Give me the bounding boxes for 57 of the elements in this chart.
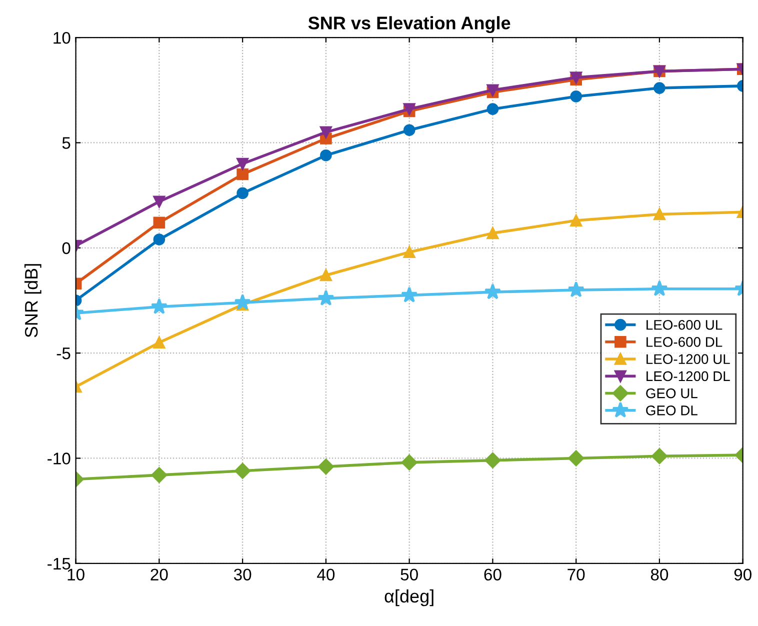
y-axis-title: SNR [dB] bbox=[24, 264, 42, 338]
point bbox=[486, 103, 499, 115]
point bbox=[153, 336, 166, 348]
y-tick-label: -15 bbox=[48, 558, 70, 570]
point bbox=[568, 450, 584, 466]
point bbox=[568, 281, 584, 298]
x-tick-label: 30 bbox=[234, 568, 252, 581]
point bbox=[150, 298, 168, 314]
x-tick-label: 90 bbox=[734, 568, 752, 581]
point bbox=[153, 196, 166, 208]
point bbox=[236, 168, 248, 180]
x-tick-label: 70 bbox=[568, 568, 585, 581]
point bbox=[654, 208, 666, 220]
x-tick-label: 80 bbox=[650, 568, 668, 581]
point bbox=[486, 227, 499, 240]
x-tick-label: 50 bbox=[400, 568, 418, 581]
y-tick-label: -10 bbox=[48, 452, 70, 464]
point bbox=[484, 283, 502, 300]
chart-title: SNR vs Elevation Angle bbox=[308, 16, 510, 34]
point bbox=[403, 124, 416, 136]
point bbox=[570, 214, 582, 226]
y-tick-label: -5 bbox=[56, 348, 70, 360]
point bbox=[318, 458, 334, 475]
point bbox=[403, 103, 416, 115]
x-tick-label: 40 bbox=[317, 568, 335, 581]
x-tick-label: 60 bbox=[484, 568, 502, 581]
point bbox=[570, 90, 582, 102]
point bbox=[318, 290, 334, 306]
point bbox=[234, 462, 250, 479]
legend-label: LEO-600 DL bbox=[646, 337, 722, 347]
point bbox=[652, 448, 668, 464]
y-tick-label: 0 bbox=[62, 242, 70, 254]
point bbox=[403, 246, 416, 258]
point bbox=[654, 82, 666, 94]
point bbox=[320, 126, 332, 138]
point bbox=[234, 294, 251, 310]
point bbox=[401, 286, 418, 302]
y-tick-label: 5 bbox=[62, 137, 70, 149]
point bbox=[153, 234, 166, 246]
legend-label: GEO UL bbox=[646, 388, 698, 398]
point bbox=[484, 452, 501, 468]
point bbox=[236, 187, 248, 200]
point bbox=[320, 269, 332, 282]
legend-label: LEO-1200 DL bbox=[646, 371, 730, 382]
point bbox=[401, 454, 418, 470]
x-tick-label: 20 bbox=[150, 568, 168, 581]
point bbox=[153, 216, 166, 229]
legend-label: GEO DL bbox=[646, 406, 698, 416]
legend-label: LEO-1200 UL bbox=[646, 354, 730, 364]
legend-label: LEO-600 UL bbox=[646, 320, 722, 330]
point bbox=[651, 280, 668, 296]
point bbox=[320, 149, 332, 162]
point bbox=[151, 467, 168, 483]
y-tick-label: 10 bbox=[54, 32, 70, 44]
point bbox=[236, 158, 248, 170]
x-axis-title: α[deg] bbox=[384, 589, 434, 606]
point bbox=[570, 72, 582, 84]
